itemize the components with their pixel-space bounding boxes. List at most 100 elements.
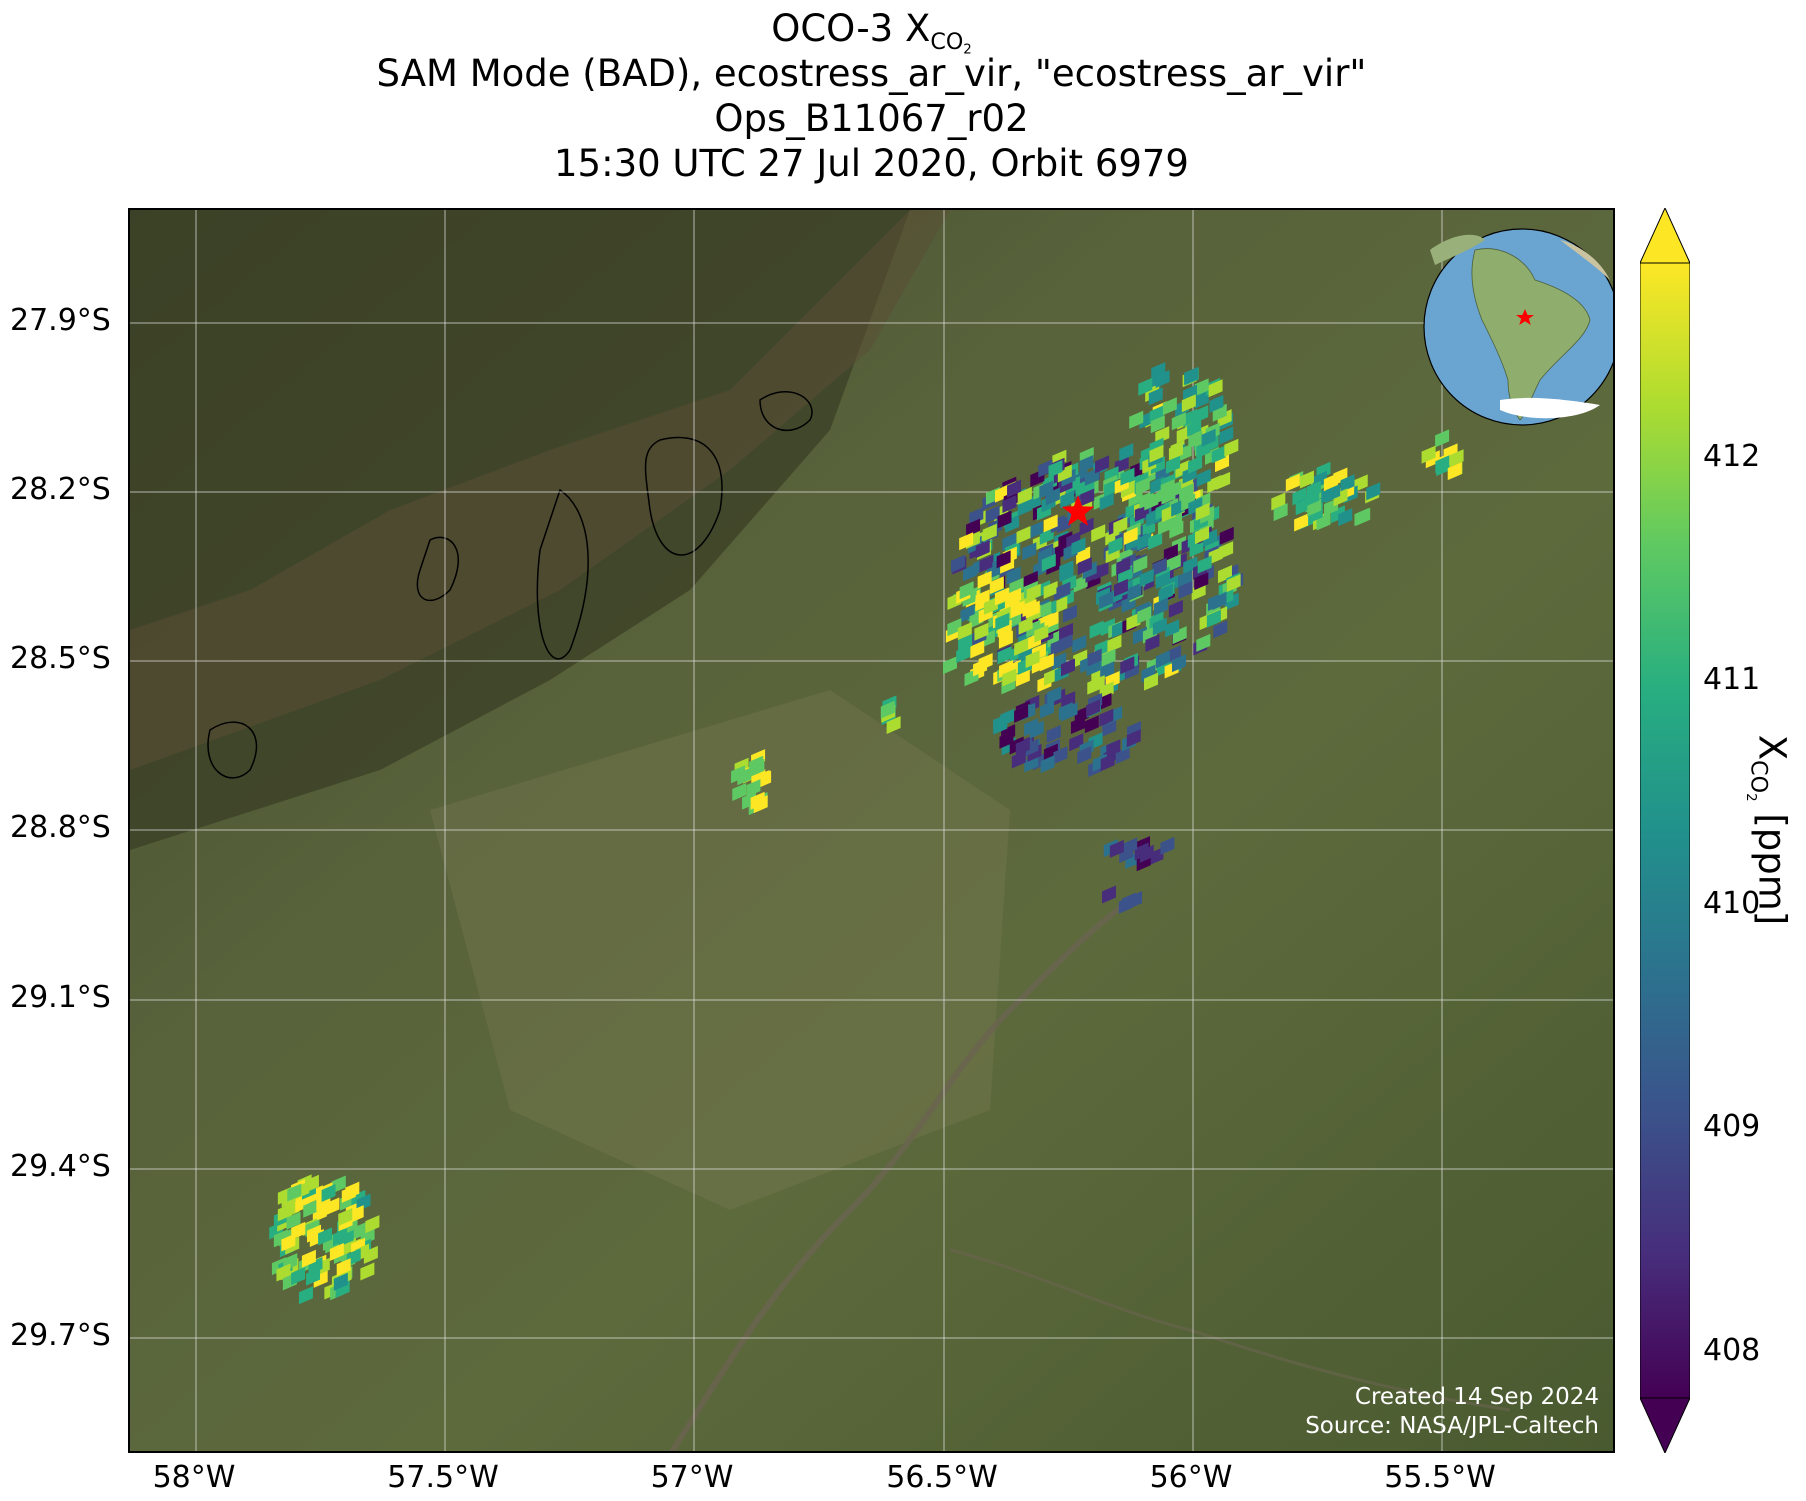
- xco2-sounding: [1137, 605, 1152, 624]
- xco2-sounding: [1100, 753, 1115, 772]
- lake-outline: [536, 488, 589, 660]
- xco2-sounding: [1138, 377, 1153, 396]
- xco2-sounding: [1141, 664, 1156, 683]
- xco2-sounding: [997, 646, 1012, 665]
- xco2-sounding: [1133, 555, 1148, 574]
- xco2-sounding: [1108, 536, 1123, 555]
- xco2-sounding: [1338, 508, 1353, 527]
- xco2-sounding: [306, 1224, 321, 1243]
- xco2-sounding: [281, 1233, 296, 1252]
- title-line-2: SAM Mode (BAD), ecostress_ar_vir, "ecost…: [376, 52, 1367, 95]
- xco2-sounding: [321, 1184, 336, 1203]
- xco2-sounding: [1195, 502, 1210, 521]
- xco2-sounding: [1011, 750, 1026, 769]
- xco2-sounding: [1043, 743, 1058, 762]
- xco2-sounding: [1007, 587, 1022, 606]
- xco2-sounding: [996, 550, 1011, 569]
- xco2-sounding: [1120, 656, 1135, 675]
- xco2-sounding: [1144, 492, 1159, 511]
- xco2-sounding: [1213, 620, 1228, 639]
- xco2-sounding: [360, 1262, 375, 1281]
- xco2-sounding: [1155, 426, 1170, 445]
- lat-tick-label: 29.4°S: [10, 1149, 111, 1184]
- xco2-sounding: [1208, 379, 1223, 398]
- xco2-sounding: [1022, 542, 1037, 561]
- xco2-sounding: [1435, 429, 1450, 448]
- xco2-sounding: [1058, 702, 1073, 721]
- xco2-sounding: [1113, 516, 1128, 535]
- xco2-sounding: [1006, 566, 1021, 585]
- uruguay-river: [668, 897, 1132, 1451]
- xco2-sounding: [1211, 445, 1226, 464]
- xco2-sounding: [329, 1243, 344, 1262]
- xco2-sounding: [1167, 480, 1182, 499]
- xco2-sounding: [1044, 611, 1059, 630]
- xco2-sounding: [1139, 568, 1154, 587]
- xco2-sounding: [1155, 650, 1170, 669]
- xco2-sounding: [1041, 553, 1056, 572]
- xco2-sounding: [1168, 599, 1183, 618]
- colorbar-tick-label: 412: [1703, 439, 1761, 474]
- xco2-sounding: [1101, 648, 1116, 667]
- xco2-sounding: [886, 716, 901, 735]
- xco2-sounding: [1116, 556, 1131, 575]
- xco2-sounding: [994, 587, 1009, 606]
- xco2-sounding: [1224, 438, 1239, 457]
- xco2-sounding: [1074, 705, 1089, 724]
- xco2-sounding: [1014, 704, 1029, 723]
- xco2-sounding: [731, 765, 746, 784]
- xco2-sounding: [1106, 739, 1121, 758]
- xco2-sounding: [1056, 581, 1071, 600]
- xco2-sounding: [1086, 699, 1101, 718]
- xco2-sounding: [1191, 582, 1206, 601]
- xco2-sounding: [1077, 746, 1092, 765]
- lat-tick-label: 28.2°S: [10, 472, 111, 507]
- xco2-sounding: [977, 570, 992, 589]
- xco2-sounding: [1018, 616, 1033, 635]
- xco2-sounding: [1087, 676, 1102, 695]
- lat-tick-label: 29.7°S: [10, 1318, 111, 1353]
- title-line-1: OCO-3 XCO2: [771, 7, 972, 58]
- xco2-sounding: [333, 1228, 348, 1247]
- xco2-sounding: [1040, 700, 1055, 719]
- xco2-sounding: [1044, 667, 1059, 686]
- xco2-sounding: [1073, 574, 1088, 593]
- xco2-sounding: [1196, 633, 1211, 652]
- xco2-sounding: [1025, 650, 1040, 669]
- xco2-sounding: [312, 1204, 327, 1223]
- xco2-sounding: [1155, 571, 1170, 590]
- xco2-sounding: [1048, 459, 1063, 478]
- xco2-sounding: [273, 1229, 288, 1248]
- satellite-map[interactable]: Created 14 Sep 2024 Source: NASA/JPL-Cal…: [128, 208, 1615, 1453]
- xco2-sounding: [1162, 397, 1177, 416]
- xco2-sounding: [1183, 556, 1198, 575]
- xco2-sounding: [1219, 426, 1234, 445]
- xco2-sounding: [999, 659, 1014, 678]
- xco2-sounding: [732, 783, 747, 802]
- xco2-sounding: [998, 630, 1013, 649]
- xco2-sounding: [1099, 708, 1114, 727]
- xco2-sounding: [956, 644, 971, 663]
- xco2-sounding: [951, 554, 966, 573]
- xco2-sounding: [336, 1258, 351, 1277]
- xco2-sounding: [1025, 600, 1040, 619]
- xco2-sounding: [1039, 526, 1054, 545]
- xco2-sounding: [1002, 668, 1017, 687]
- xco2-sounding: [1120, 467, 1135, 486]
- xco2-sounding: [1091, 524, 1106, 543]
- title-line-4: 15:30 UTC 27 Jul 2020, Orbit 6979: [554, 142, 1189, 185]
- xco2-sounding: [1034, 624, 1049, 643]
- xco2-sounding: [997, 510, 1012, 529]
- xco2-sounding: [1113, 578, 1128, 597]
- xco2-sounding: [1047, 686, 1062, 705]
- colorbar-extend-min: [1640, 1397, 1690, 1453]
- xco2-sounding: [365, 1215, 380, 1234]
- xco2-sounding: [1194, 405, 1209, 424]
- xco2-sounding: [1077, 556, 1092, 575]
- ibicui-river: [949, 1248, 1511, 1412]
- lon-tick-label: 57.5°W: [387, 1460, 499, 1495]
- xco2-sounding: [1145, 634, 1160, 653]
- xco2-sounding: [1153, 597, 1168, 616]
- xco2-sounding: [1104, 478, 1119, 497]
- xco2-sounding: [1099, 492, 1114, 511]
